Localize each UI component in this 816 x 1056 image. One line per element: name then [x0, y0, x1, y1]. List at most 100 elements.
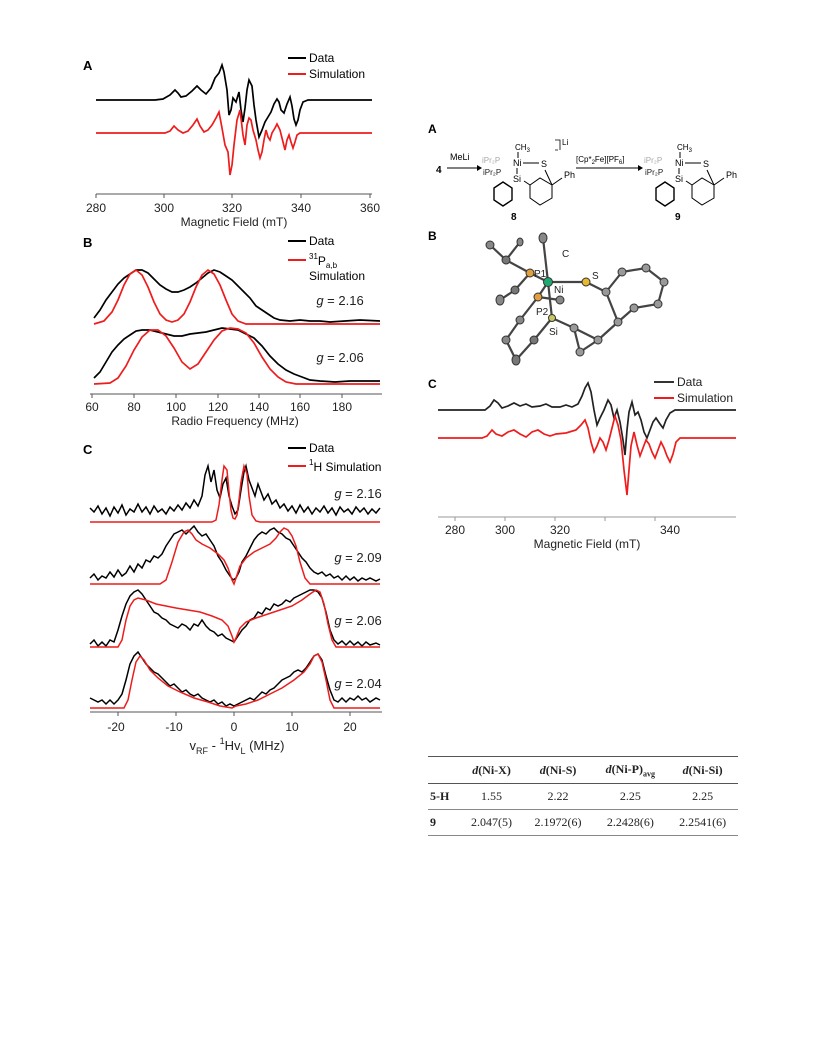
atom-ellipsoids	[485, 232, 669, 366]
arrow-head	[477, 165, 482, 171]
table-header-cell: d(Ni-P)avg	[605, 762, 655, 779]
ipr2p-label: iPr₂P	[645, 168, 663, 177]
atom-ellipsoid	[601, 287, 611, 297]
x-tick-label: -20	[107, 720, 125, 734]
panel-label-left-a: A	[83, 58, 93, 73]
series-line-data	[89, 524, 381, 582]
ipr2p-label: iPr₂P	[483, 168, 501, 177]
x-axis-ticks: 280 300 320 340	[445, 517, 680, 537]
bond-line	[523, 180, 531, 186]
silicon-atom	[548, 314, 556, 322]
x-axis-label: vRF - 1HvL (MHz)	[190, 736, 285, 756]
left-panel-b: B Data 31Pa,b Simulation g = 2.16 g = 2.…	[83, 234, 382, 428]
x-tick-label: 100	[166, 400, 186, 414]
series-line-data	[89, 650, 381, 707]
atom-label-p2: P2	[536, 307, 549, 318]
x-tick-label: 20	[343, 720, 357, 734]
table-header-cell: d(Ni-S)	[539, 762, 577, 777]
series-line-simulation	[90, 527, 380, 586]
s-atom-label: S	[541, 159, 547, 169]
x-tick-label: 60	[85, 400, 99, 414]
atom-ellipsoid	[613, 317, 623, 327]
bond-line	[706, 169, 715, 186]
benzene-ring	[529, 177, 553, 206]
ch3-label: CH3	[677, 143, 693, 154]
bond-line	[541, 237, 550, 283]
x-tick-label: 320	[222, 201, 242, 215]
atom-ellipsoid	[516, 237, 524, 247]
benzene-ring	[655, 181, 675, 207]
table-cell: 1.55	[481, 789, 503, 804]
panel-label-left-c: C	[83, 442, 93, 457]
series-line-simulation	[90, 652, 380, 709]
x-tick-label: 340	[660, 523, 680, 537]
bond-line	[533, 317, 553, 341]
legend-label-simulation: 31Pa,b	[309, 252, 338, 270]
table-row-label: 5-H	[430, 789, 450, 804]
x-axis-ticks: 60 80 100 120 140 160 180	[85, 394, 352, 414]
bond-line	[604, 291, 620, 323]
structure-compound-8: iPr₂P iPr₂P Ni CH3 S Si Ph 8	[482, 143, 575, 223]
atom-ellipsoid	[641, 263, 651, 273]
si-atom-label: Si	[675, 174, 683, 184]
x-axis-ticks: -20 -10 0 10 20	[107, 712, 357, 734]
nickel-atom	[543, 277, 553, 287]
atom-ellipsoid	[629, 303, 639, 313]
x-tick-label: 280	[445, 523, 465, 537]
atom-ellipsoid	[569, 323, 579, 333]
atom-ellipsoid	[485, 240, 495, 250]
compound-label-9: 9	[675, 212, 681, 223]
atom-label-si: Si	[549, 327, 558, 338]
g-value-label: g = 2.06	[316, 350, 363, 365]
series-line-simulation	[96, 109, 372, 176]
panel-label-right-b: B	[428, 229, 437, 243]
legend-label-data: Data	[309, 234, 335, 248]
atom-ellipsoid	[555, 295, 565, 305]
bond-line	[685, 180, 693, 186]
g-value-label: g = 2.16	[334, 486, 381, 501]
sulfur-atom	[581, 277, 591, 287]
x-tick-label: 180	[332, 400, 352, 414]
table-cell: 2.22	[547, 789, 569, 804]
bond-line	[713, 177, 725, 186]
right-panel-a-scheme: A 4 MeLi iPr₂P iPr₂P Ni CH3 S Si Ph 8 Li…	[428, 122, 737, 223]
x-tick-label: 140	[249, 400, 269, 414]
bond-line	[505, 259, 531, 274]
ipr2p-gray-label: iPr₂P	[644, 156, 662, 165]
atom-label-ni: Ni	[554, 285, 563, 296]
table-cell: 2.25	[619, 789, 641, 804]
table-row: 5-H 1.55 2.22 2.25 2.25	[428, 784, 738, 810]
x-tick-label: 160	[290, 400, 310, 414]
atom-ellipsoid	[593, 335, 603, 345]
right-panel-c: C Data Simulation 280 300 320 340 Magnet…	[428, 375, 736, 551]
x-tick-label: 80	[127, 400, 141, 414]
li-label: Li	[562, 138, 568, 147]
arrow-head	[638, 165, 643, 171]
table-header-row: d(Ni-X) d(Ni-S) d(Ni-P)avg d(Ni-Si)	[428, 756, 738, 784]
table-row: 9 2.047(5) 2.1972(6) 2.2428(6) 2.2541(6)	[428, 810, 738, 836]
left-panel-c: C Data 1H Simulation g = 2.16 g = 2.09 g…	[83, 441, 382, 756]
atom-ellipsoid	[659, 277, 669, 287]
ch3-label: CH3	[515, 143, 531, 154]
atom-ellipsoid	[511, 354, 521, 366]
x-axis-ticks: 280 300 320 340 360	[86, 194, 380, 215]
series-line-simulation	[90, 463, 380, 523]
reagent-label-oxidant: [Cp*2Fe][PF6]	[576, 155, 625, 166]
bond-line	[544, 169, 553, 186]
atom-ellipsoid	[538, 232, 548, 244]
series-line-data	[89, 463, 381, 518]
si-atom-label: Si	[513, 174, 521, 184]
legend-label-simulation: 1H Simulation	[309, 458, 381, 474]
x-tick-label: 300	[154, 201, 174, 215]
x-axis-label: Magnetic Field (mT)	[181, 215, 288, 229]
atom-ellipsoid	[529, 335, 539, 345]
x-tick-label: 320	[550, 523, 570, 537]
legend-label-simulation: Simulation	[677, 391, 733, 405]
legend-label-simulation: Simulation	[309, 67, 365, 81]
table-cell: 2.1972(6)	[534, 815, 582, 830]
table-header-cell: d(Ni-X)	[472, 762, 511, 777]
atom-label-s: S	[592, 271, 599, 282]
compound-label-8: 8	[511, 212, 517, 223]
series-line-simulation	[438, 412, 736, 496]
atom-ellipsoid	[501, 255, 511, 265]
